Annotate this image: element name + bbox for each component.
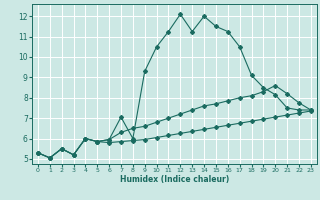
X-axis label: Humidex (Indice chaleur): Humidex (Indice chaleur) [120,175,229,184]
